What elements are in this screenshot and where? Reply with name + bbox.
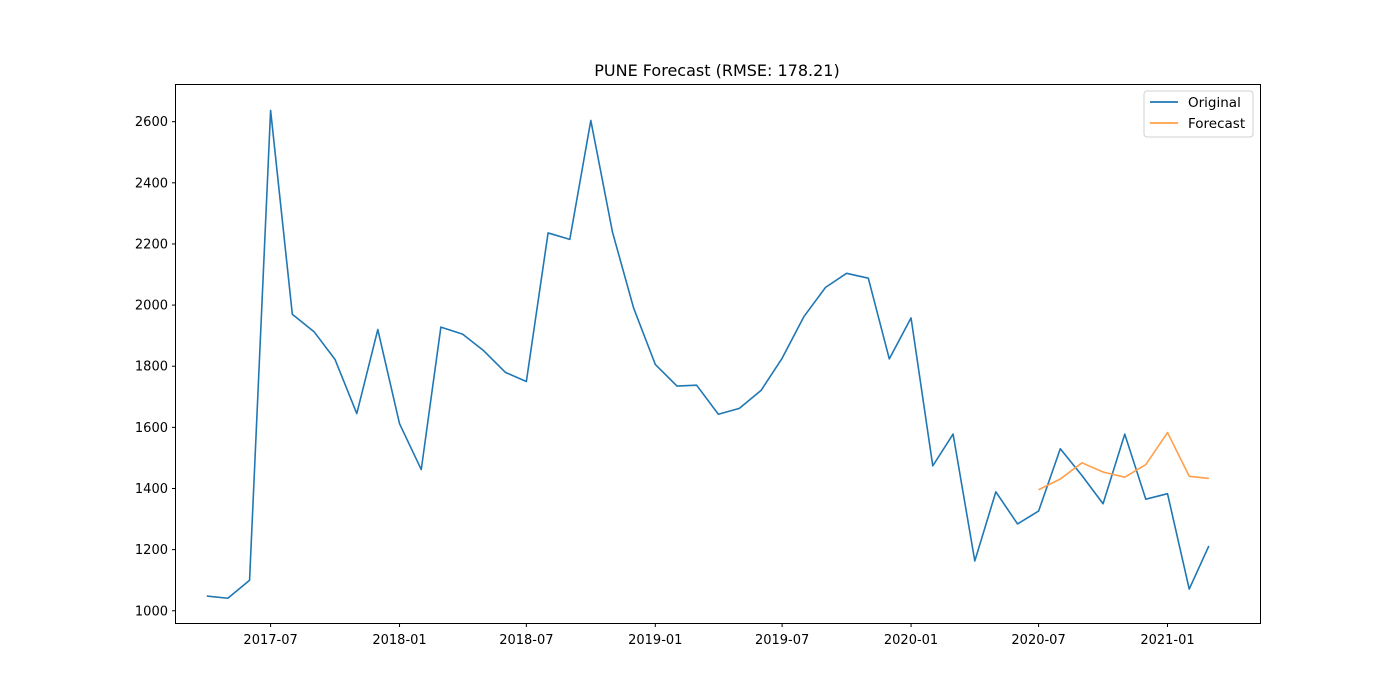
legend-label: Forecast	[1188, 116, 1245, 132]
plot-frame	[175, 84, 1261, 624]
x-tick-label: 2018-01	[372, 633, 426, 648]
legend-label: Original	[1188, 95, 1241, 111]
series-line-original	[206, 109, 1210, 600]
y-tick-label: 1000	[135, 604, 168, 619]
x-tick-label: 2021-01	[1140, 633, 1194, 648]
x-tick-label: 2017-07	[243, 633, 297, 648]
y-tick-label: 1400	[135, 482, 168, 497]
chart-title: PUNE Forecast (RMSE: 178.21)	[594, 61, 839, 80]
y-tick-label: 2600	[135, 115, 168, 130]
legend: Original Forecast	[1143, 90, 1254, 138]
x-tick-label: 2019-01	[628, 633, 682, 648]
y-tick-label: 1200	[135, 543, 168, 558]
y-tick-label: 1600	[135, 421, 168, 436]
y-tick-label: 2200	[135, 237, 168, 252]
x-tick-label: 2020-01	[884, 633, 938, 648]
y-tick-label: 2000	[135, 299, 168, 314]
x-tick-label: 2020-07	[1011, 633, 1065, 648]
x-tick-label: 2019-07	[755, 633, 809, 648]
y-tick-label: 2400	[135, 176, 168, 191]
series-line-forecast	[1038, 431, 1209, 491]
plot-area: 1000 1200 1400 1600 1800 2000 2200 2400 2600 2017…	[135, 109, 1210, 648]
x-tick-label: 2018-07	[499, 633, 553, 648]
y-tick-label: 1800	[135, 360, 168, 375]
